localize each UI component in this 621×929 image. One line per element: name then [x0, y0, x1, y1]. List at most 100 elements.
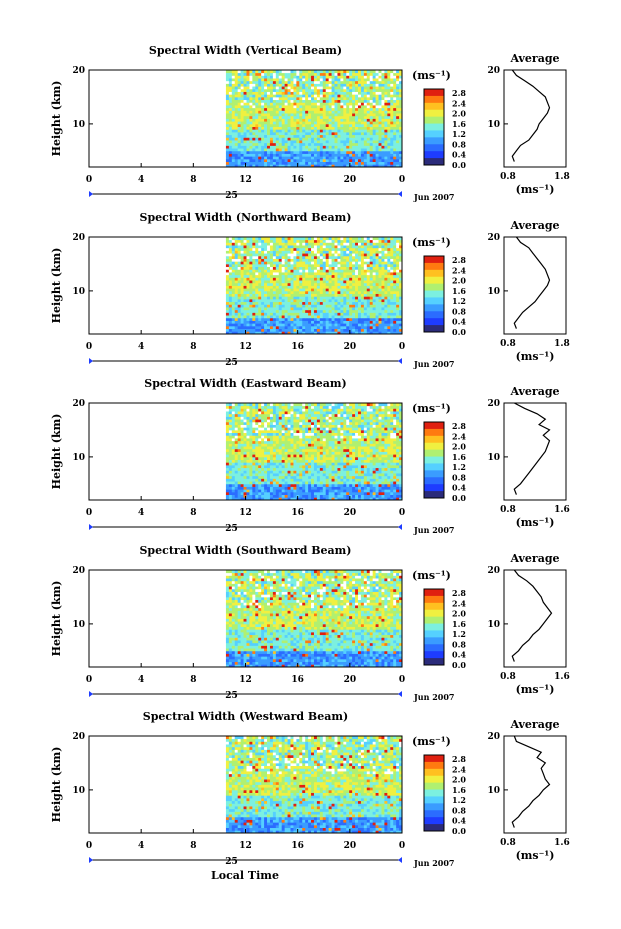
heatmap-cell [313, 242, 318, 246]
heatmap-cell [261, 290, 265, 294]
heatmap-cell [269, 263, 274, 268]
heatmap-cell [337, 118, 341, 122]
heatmap-cell [272, 245, 277, 249]
heatmap-cell [355, 475, 359, 479]
heatmap-cell [396, 250, 400, 254]
heatmap-cell [293, 150, 297, 154]
heatmap-cell [393, 245, 397, 249]
heatmap-cell [343, 145, 347, 149]
heatmap-cell [272, 118, 277, 122]
heatmap-cell [290, 258, 294, 262]
heatmap-cell [396, 131, 400, 136]
heatmap-cell [346, 70, 350, 74]
heatmap-cell [228, 263, 233, 268]
heatmap-cell [302, 323, 306, 327]
heatmap-cell [328, 247, 332, 251]
heatmap-cell [269, 288, 274, 292]
heatmap-cell [275, 328, 280, 332]
heatmap-cell [331, 263, 335, 268]
heatmap-cell [246, 483, 250, 487]
heatmap-cell [357, 164, 362, 168]
colorbar-swatch [424, 123, 444, 131]
heatmap-cell [399, 91, 403, 95]
heatmap-cell [363, 158, 368, 163]
heatmap-cell [384, 323, 388, 327]
heatmap-cell [275, 475, 280, 479]
heatmap-cell [284, 285, 288, 289]
heatmap-cell [352, 486, 356, 490]
heatmap-cell [281, 304, 286, 308]
heatmap-cell [352, 475, 356, 479]
heatmap-cell [299, 491, 303, 496]
heatmap-cell [243, 481, 247, 485]
heatmap-cell [357, 96, 362, 101]
heatmap-cell [246, 280, 250, 284]
heatmap-cell [346, 164, 350, 168]
heatmap-cell [399, 486, 403, 490]
heatmap-cell [281, 317, 286, 321]
heatmap-cell [340, 115, 344, 119]
heatmap-cell [352, 317, 356, 321]
heatmap-cell [325, 78, 330, 82]
heatmap-cell [237, 72, 242, 76]
heatmap-cell [240, 497, 244, 501]
heatmap-cell [249, 298, 253, 303]
heatmap-cell [243, 91, 247, 95]
heatmap-cell [249, 317, 253, 321]
heatmap-cell [246, 478, 250, 482]
heatmap-cell [372, 150, 376, 154]
heatmap-cell [264, 88, 268, 92]
heatmap-cell [284, 280, 288, 284]
heatmap-cell [246, 481, 250, 485]
heatmap-cell [384, 245, 388, 249]
heatmap-cell [287, 328, 291, 332]
heatmap-cell [366, 110, 371, 114]
heatmap-cell [308, 494, 312, 498]
heatmap-cell [360, 253, 365, 257]
heatmap-cell [393, 266, 397, 270]
heatmap-cell [331, 280, 335, 284]
heatmap-cell [340, 110, 344, 114]
heatmap-cell [396, 129, 400, 133]
heatmap-cell [267, 293, 271, 297]
heatmap-cell [331, 164, 335, 168]
heatmap-cell [369, 123, 374, 127]
heatmap-cell [252, 481, 256, 485]
heatmap-cell [293, 237, 297, 241]
heatmap-cell [269, 261, 274, 265]
heatmap-cell [372, 263, 376, 268]
panel-title: Spectral Width (Northward Beam) [140, 211, 352, 224]
heatmap-cell [299, 142, 303, 146]
heatmap-cell [355, 258, 359, 262]
heatmap-cell [299, 290, 303, 294]
heatmap-cell [228, 325, 233, 330]
heatmap-cell [343, 102, 347, 106]
heatmap-cell [293, 309, 297, 313]
heatmap-cell [393, 258, 397, 262]
heatmap-cell [325, 272, 330, 276]
heatmap-cell [264, 481, 268, 485]
heatmap-cell [264, 161, 268, 165]
heatmap-cell [305, 239, 309, 243]
heatmap-cell [299, 331, 303, 335]
heatmap-cell [293, 88, 297, 92]
heatmap-cell [366, 145, 371, 149]
heatmap-cell [293, 137, 297, 141]
heatmap-cell [393, 75, 397, 79]
heatmap-cell [381, 142, 385, 146]
heatmap-cell [255, 258, 259, 262]
heatmap-cell [249, 247, 253, 251]
heatmap-cell [384, 298, 388, 303]
heatmap-cell [331, 269, 335, 273]
heatmap-cell [393, 296, 397, 300]
heatmap-cell [340, 497, 344, 501]
heatmap-cell [299, 328, 303, 332]
heatmap-cell [261, 497, 265, 501]
heatmap-cell [331, 140, 335, 144]
heatmap-cell [261, 312, 265, 316]
heatmap-cell [387, 494, 391, 498]
heatmap-cell [228, 129, 233, 133]
heatmap-cell [399, 328, 403, 332]
heatmap-cell [311, 266, 315, 270]
heatmap-cell [334, 242, 338, 246]
